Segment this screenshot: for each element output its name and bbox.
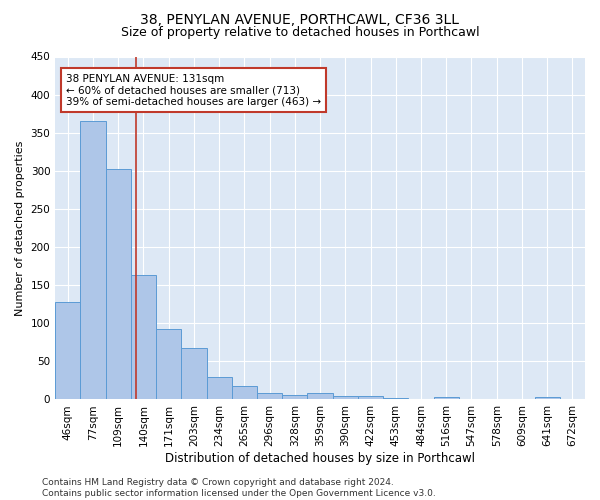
Text: 38, PENYLAN AVENUE, PORTHCAWL, CF36 3LL: 38, PENYLAN AVENUE, PORTHCAWL, CF36 3LL xyxy=(140,12,460,26)
Bar xyxy=(409,398,434,400)
Bar xyxy=(282,395,307,400)
Text: Size of property relative to detached houses in Porthcawl: Size of property relative to detached ho… xyxy=(121,26,479,39)
Bar xyxy=(106,168,131,400)
Bar xyxy=(434,397,459,400)
Text: 38 PENYLAN AVENUE: 131sqm
← 60% of detached houses are smaller (713)
39% of semi: 38 PENYLAN AVENUE: 131sqm ← 60% of detac… xyxy=(66,74,321,107)
Bar xyxy=(80,122,106,400)
Bar xyxy=(358,396,383,400)
Bar xyxy=(383,398,409,400)
Bar xyxy=(257,394,282,400)
Bar xyxy=(55,302,80,400)
Bar xyxy=(535,397,560,400)
Bar xyxy=(307,394,332,400)
X-axis label: Distribution of detached houses by size in Porthcawl: Distribution of detached houses by size … xyxy=(165,452,475,465)
Bar xyxy=(206,376,232,400)
Bar xyxy=(131,275,156,400)
Bar xyxy=(232,386,257,400)
Bar xyxy=(156,328,181,400)
Text: Contains HM Land Registry data © Crown copyright and database right 2024.
Contai: Contains HM Land Registry data © Crown c… xyxy=(42,478,436,498)
Bar xyxy=(332,396,358,400)
Y-axis label: Number of detached properties: Number of detached properties xyxy=(15,140,25,316)
Bar xyxy=(181,348,206,400)
